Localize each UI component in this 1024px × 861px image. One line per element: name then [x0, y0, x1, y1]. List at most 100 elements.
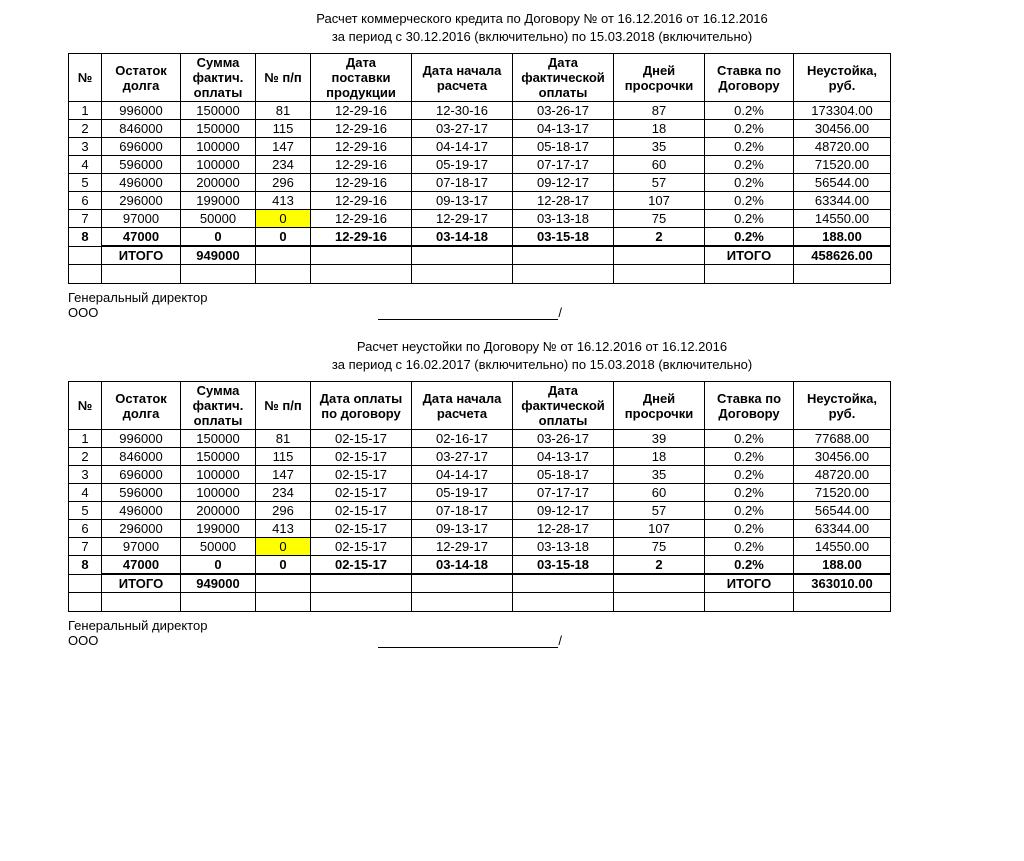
table-row: 369600010000014712-29-1604-14-1705-18-17…	[69, 138, 891, 156]
cell-rate: 0.2%	[705, 448, 794, 466]
cell-pen: 63344.00	[794, 192, 891, 210]
cell-rate: 0.2%	[705, 466, 794, 484]
cell-d1: 02-15-17	[311, 502, 412, 520]
cell-i: 5	[69, 502, 102, 520]
section-0-signature: Генеральный директорООО/	[68, 290, 1016, 320]
cell-pay: 100000	[181, 156, 256, 174]
cell-pen: 30456.00	[794, 120, 891, 138]
filler-cell	[614, 593, 705, 612]
header-idx: №	[69, 382, 102, 430]
cell-days: 39	[614, 430, 705, 448]
table-row: 8470000002-15-1703-14-1803-15-1820.2%188…	[69, 556, 891, 575]
filler-cell	[705, 593, 794, 612]
table-row: 549600020000029612-29-1607-18-1709-12-17…	[69, 174, 891, 192]
filler-cell	[311, 265, 412, 284]
cell-d3: 03-26-17	[513, 430, 614, 448]
cell-pay: 100000	[181, 466, 256, 484]
table-row: 19960001500008112-29-1612-30-1603-26-178…	[69, 102, 891, 120]
cell-bal: 296000	[102, 192, 181, 210]
cell-days: 60	[614, 484, 705, 502]
cell-d2: 09-13-17	[412, 520, 513, 538]
cell-d1: 12-29-16	[311, 120, 412, 138]
table-row: 629600019900041302-15-1709-13-1712-28-17…	[69, 520, 891, 538]
filler-cell	[256, 593, 311, 612]
cell-pay: 150000	[181, 120, 256, 138]
totals-spacer	[256, 574, 311, 593]
cell-pen: 63344.00	[794, 520, 891, 538]
totals-spacer	[256, 246, 311, 265]
totals-label-right: ИТОГО	[705, 246, 794, 265]
cell-bal: 596000	[102, 156, 181, 174]
cell-pen: 14550.00	[794, 538, 891, 556]
totals-sum-pay: 949000	[181, 574, 256, 593]
table-row: 8470000012-29-1603-14-1803-15-1820.2%188…	[69, 228, 891, 247]
cell-i: 1	[69, 102, 102, 120]
totals-spacer	[412, 246, 513, 265]
cell-d1: 02-15-17	[311, 430, 412, 448]
cell-days: 2	[614, 556, 705, 575]
cell-d3: 05-18-17	[513, 138, 614, 156]
cell-i: 6	[69, 520, 102, 538]
cell-rate: 0.2%	[705, 210, 794, 228]
table-row: 459600010000023402-15-1705-19-1707-17-17…	[69, 484, 891, 502]
totals-row: ИТОГО949000 ИТОГО458626.00	[69, 246, 891, 265]
cell-rate: 0.2%	[705, 138, 794, 156]
section-1-title-line-2: за период с 16.02.2017 (включительно) по…	[68, 356, 1016, 374]
header-penalty: Неустойка, руб.	[794, 54, 891, 102]
totals-spacer	[412, 574, 513, 593]
cell-pen: 173304.00	[794, 102, 891, 120]
signature-line	[378, 647, 558, 648]
cell-d2: 12-30-16	[412, 102, 513, 120]
totals-blank	[69, 246, 102, 265]
cell-days: 75	[614, 538, 705, 556]
cell-rate: 0.2%	[705, 174, 794, 192]
section-0-title: Расчет коммерческого кредита по Договору…	[8, 10, 1016, 45]
cell-d2: 02-16-17	[412, 430, 513, 448]
cell-pay: 50000	[181, 538, 256, 556]
totals-spacer	[513, 246, 614, 265]
cell-pay: 199000	[181, 520, 256, 538]
totals-sum-pen: 458626.00	[794, 246, 891, 265]
cell-d2: 07-18-17	[412, 174, 513, 192]
totals-spacer	[513, 574, 614, 593]
table-row: 549600020000029602-15-1707-18-1709-12-17…	[69, 502, 891, 520]
section-0-table: №Остаток долгаСумма фактич. оплаты№ п/пД…	[68, 53, 891, 284]
filler-cell	[794, 593, 891, 612]
cell-days: 18	[614, 448, 705, 466]
filler-cell	[513, 593, 614, 612]
cell-d1: 02-15-17	[311, 466, 412, 484]
cell-bal: 696000	[102, 138, 181, 156]
cell-bal: 996000	[102, 430, 181, 448]
totals-spacer	[614, 574, 705, 593]
header-npp: № п/п	[256, 54, 311, 102]
cell-npp: 413	[256, 192, 311, 210]
totals-spacer	[614, 246, 705, 265]
table-header-row: №Остаток долгаСумма фактич. оплаты№ п/пД…	[69, 54, 891, 102]
cell-rate: 0.2%	[705, 520, 794, 538]
header-days: Дней просрочки	[614, 382, 705, 430]
cell-i: 4	[69, 156, 102, 174]
cell-npp: 0	[256, 228, 311, 247]
cell-d3: 09-12-17	[513, 174, 614, 192]
table-row: 284600015000011502-15-1703-27-1704-13-17…	[69, 448, 891, 466]
cell-d3: 03-15-18	[513, 228, 614, 247]
cell-days: 2	[614, 228, 705, 247]
cell-bal: 496000	[102, 174, 181, 192]
signature-line	[378, 319, 558, 320]
cell-bal: 496000	[102, 502, 181, 520]
cell-pay: 0	[181, 228, 256, 247]
cell-i: 3	[69, 466, 102, 484]
filler-cell	[705, 265, 794, 284]
cell-d3: 12-28-17	[513, 192, 614, 210]
cell-d3: 12-28-17	[513, 520, 614, 538]
cell-days: 107	[614, 520, 705, 538]
cell-d1: 12-29-16	[311, 210, 412, 228]
signature-org: ООО	[68, 305, 98, 320]
filler-cell	[412, 593, 513, 612]
section-0-title-line-1: Расчет коммерческого кредита по Договору…	[68, 10, 1016, 28]
filler-cell	[181, 265, 256, 284]
cell-pen: 48720.00	[794, 466, 891, 484]
cell-pen: 188.00	[794, 556, 891, 575]
filler-cell	[256, 265, 311, 284]
cell-bal: 296000	[102, 520, 181, 538]
